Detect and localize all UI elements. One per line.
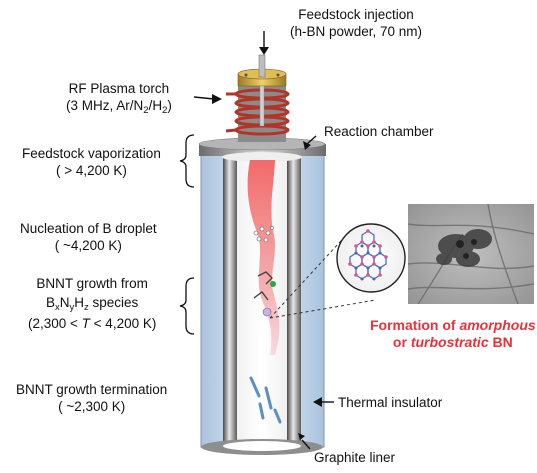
- nucleation-clusters: [253, 226, 274, 243]
- tem-micrograph-image: [408, 204, 534, 304]
- liner-arrow: [301, 439, 311, 450]
- growth-bracket: [179, 277, 195, 335]
- reaction-chamber-cap: [198, 137, 326, 162]
- thermal-insulator-label: Thermal insulator: [338, 395, 443, 410]
- plasma-plume: [247, 160, 280, 355]
- rf-coils: [225, 86, 290, 142]
- nucleation-label: Nucleation of B droplet ( ~4,200 K): [20, 221, 157, 253]
- bxnyhz-species: [253, 271, 276, 317]
- plasma-torch-label: RF Plasma torch (3 MHz, Ar/N2/H2): [66, 81, 172, 116]
- formation-bn-label: Formation of amorphous or turbostratic B…: [370, 317, 536, 350]
- termination-label: BNNT growth termination ( ~2,300 K): [16, 382, 168, 414]
- plasma-arrow: [193, 96, 215, 100]
- vaporization-bracket: [179, 134, 195, 188]
- graphite-liner-label: Graphite liner: [314, 450, 396, 465]
- feedstock-injector: [258, 54, 266, 127]
- bn-lattice-zoom: [336, 223, 406, 293]
- reaction-chamber-label: Reaction chamber: [324, 124, 434, 139]
- vaporization-label: Feedstock vaporization ( > 4,200 K): [22, 146, 161, 178]
- bnnt-fragments: [249, 376, 282, 424]
- chamber-arrow: [306, 135, 317, 145]
- growth-label: BNNT growth from BxNyHz species (2,300 <…: [28, 276, 157, 331]
- feedstock-injection-label: Feedstock injection (h-BN powder, 70 nm): [290, 7, 423, 39]
